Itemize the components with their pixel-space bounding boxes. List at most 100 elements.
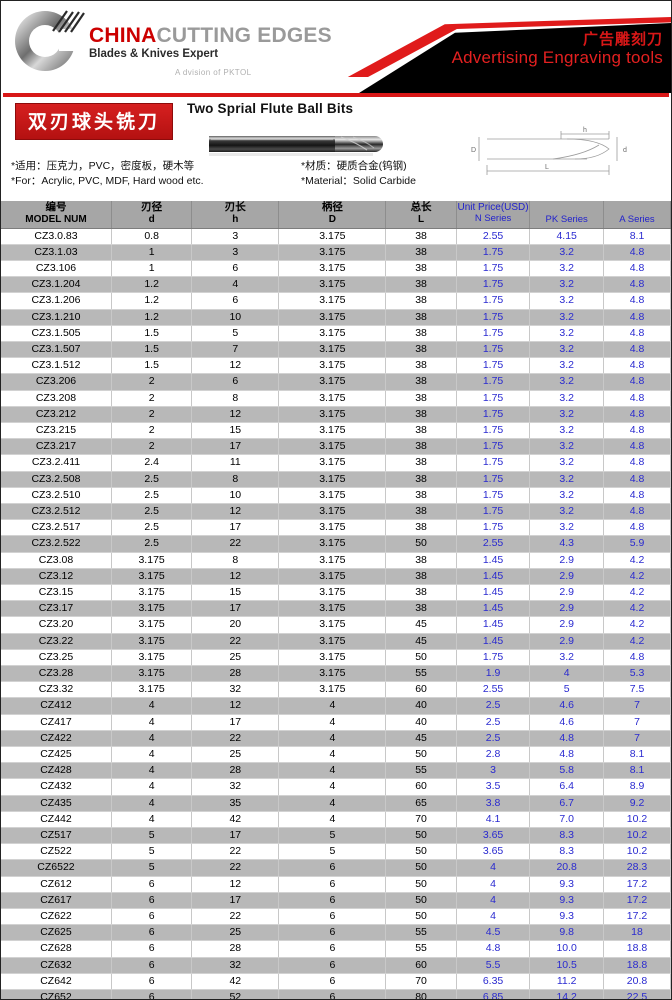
cell-L: 50 (385, 746, 457, 764)
cell-price-n: 1.75 (456, 438, 531, 456)
cell-L: 50 (385, 827, 457, 845)
cell-price-n: 1.75 (456, 454, 531, 472)
cell-price-pk: 8.3 (529, 827, 604, 845)
cell-price-n: 1.75 (456, 244, 531, 261)
cell-shank-D: 6 (278, 876, 387, 893)
table-row: CZ432 4 32 4 60 3.5 6.4 8.9 (1, 778, 671, 796)
cell-d: 4 (111, 762, 193, 780)
table-row: CZ3.1.505 1.5 5 3.175 38 1.75 3.2 4.8 (1, 325, 671, 342)
cell-L: 50 (385, 535, 457, 553)
cell-d: 4 (111, 778, 193, 796)
cell-price-pk: 2.9 (529, 584, 604, 602)
cell-model: CZ422 (1, 730, 112, 748)
cell-shank-D: 3.175 (278, 519, 387, 537)
cell-d: 4 (111, 795, 193, 812)
cell-price-a: 4.8 (603, 373, 671, 391)
cell-shank-D: 5 (278, 827, 387, 845)
cell-shank-D: 6 (278, 957, 387, 974)
cell-model: CZ3.1.507 (1, 341, 112, 359)
cell-d: 2 (111, 390, 193, 407)
cell-L: 55 (385, 665, 457, 683)
cell-price-pk: 4.3 (529, 535, 604, 553)
material-cn: *材质：硬质合金(钨钢) (301, 160, 407, 172)
cell-h: 8 (191, 390, 280, 407)
cell-L: 38 (385, 390, 457, 407)
cell-price-n: 3 (456, 762, 531, 780)
cell-d: 3.175 (111, 584, 193, 602)
cell-price-n: 1.45 (456, 584, 531, 602)
cell-price-a: 4.2 (603, 616, 671, 634)
cell-L: 38 (385, 568, 457, 585)
cell-shank-D: 3.175 (278, 325, 387, 342)
cell-price-pk: 4 (529, 665, 604, 683)
table-row: CZ617 6 17 6 50 4 9.3 17.2 (1, 892, 671, 910)
product-title-cn: 双刃球头铣刀 (15, 103, 174, 140)
cell-d: 6 (111, 908, 193, 926)
table-row: CZ3.15 3.175 15 3.175 38 1.45 2.9 4.2 (1, 584, 671, 602)
cell-d: 4 (111, 746, 193, 764)
cell-h: 17 (191, 827, 280, 845)
table-header-row: 编号 MODEL NUM 刃径 d 刃长 h 柄径 D 总长 L (1, 201, 671, 229)
cell-price-n: 4 (456, 892, 531, 910)
cell-price-a: 8.9 (603, 778, 671, 796)
cell-L: 38 (385, 503, 457, 521)
cell-L: 40 (385, 714, 457, 731)
cell-model: CZ3.2.512 (1, 503, 112, 521)
material-en: *Material：Solid Carbide (301, 175, 416, 188)
cell-L: 38 (385, 471, 457, 488)
cell-price-n: 1.75 (456, 649, 531, 666)
cell-price-a: 4.8 (603, 341, 671, 359)
cell-price-n: 1.75 (456, 390, 531, 407)
cell-d: 2 (111, 373, 193, 391)
cell-price-pk: 10.0 (529, 940, 604, 958)
cell-price-pk: 3.2 (529, 260, 604, 278)
cell-price-n: 6.35 (456, 973, 531, 991)
cell-L: 40 (385, 697, 457, 715)
cell-price-pk: 3.2 (529, 244, 604, 261)
cell-h: 22 (191, 535, 280, 553)
table-row: CZ3.206 2 6 3.175 38 1.75 3.2 4.8 (1, 373, 671, 391)
cell-price-pk: 8.3 (529, 843, 604, 861)
cell-d: 5 (111, 859, 193, 877)
cell-d: 1.2 (111, 309, 193, 326)
table-row: CZ3.212 2 12 3.175 38 1.75 3.2 4.8 (1, 406, 671, 423)
cell-d: 2.5 (111, 503, 193, 521)
cell-h: 12 (191, 568, 280, 585)
table-row: CZ642 6 42 6 70 6.35 11.2 20.8 (1, 973, 671, 991)
table-row: CZ3.22 3.175 22 3.175 45 1.45 2.9 4.2 (1, 633, 671, 650)
cell-shank-D: 3.175 (278, 438, 387, 456)
cell-L: 38 (385, 552, 457, 569)
cell-price-pk: 3.2 (529, 649, 604, 666)
table-row: CZ652 6 52 6 80 6.85 14.2 22.5 (1, 989, 671, 999)
cell-price-a: 18.8 (603, 940, 671, 958)
cell-model: CZ3.2.411 (1, 454, 112, 472)
blades-icon (52, 10, 85, 33)
diagram-label-D: D (471, 147, 476, 154)
cell-price-a: 4.2 (603, 600, 671, 618)
cell-shank-D: 6 (278, 973, 387, 991)
cell-h: 35 (191, 795, 280, 812)
cell-price-a: 20.8 (603, 973, 671, 991)
cell-price-pk: 3.2 (529, 422, 604, 440)
cell-shank-D: 3.175 (278, 309, 387, 326)
table-header: 编号 MODEL NUM 刃径 d 刃长 h 柄径 D 总长 L (1, 201, 671, 229)
specification-table: 编号 MODEL NUM 刃径 d 刃长 h 柄径 D 总长 L (1, 201, 671, 999)
cell-h: 17 (191, 714, 280, 731)
table-row: CZ6522 5 22 6 50 4 20.8 28.3 (1, 859, 671, 877)
cell-price-n: 2.55 (456, 681, 531, 699)
cell-shank-D: 3.175 (278, 373, 387, 391)
cell-shank-D: 3.175 (278, 406, 387, 423)
table-row: CZ417 4 17 4 40 2.5 4.6 7 (1, 714, 671, 731)
material-spec: *材质：硬质合金(钨钢) *Material：Solid Carbide (301, 159, 416, 189)
cell-shank-D: 3.175 (278, 568, 387, 585)
cell-L: 50 (385, 908, 457, 926)
brand-tagline: Blades & Knives Expert (89, 48, 219, 60)
cell-price-a: 8.1 (603, 228, 671, 245)
table-row: CZ3.215 2 15 3.175 38 1.75 3.2 4.8 (1, 422, 671, 440)
table-row: CZ3.1.03 1 3 3.175 38 1.75 3.2 4.8 (1, 244, 671, 261)
cell-model: CZ3.1.204 (1, 276, 112, 294)
cell-L: 38 (385, 519, 457, 537)
cell-price-pk: 3.2 (529, 454, 604, 472)
cell-d: 2.5 (111, 487, 193, 504)
cell-model: CZ3.1.03 (1, 244, 112, 261)
